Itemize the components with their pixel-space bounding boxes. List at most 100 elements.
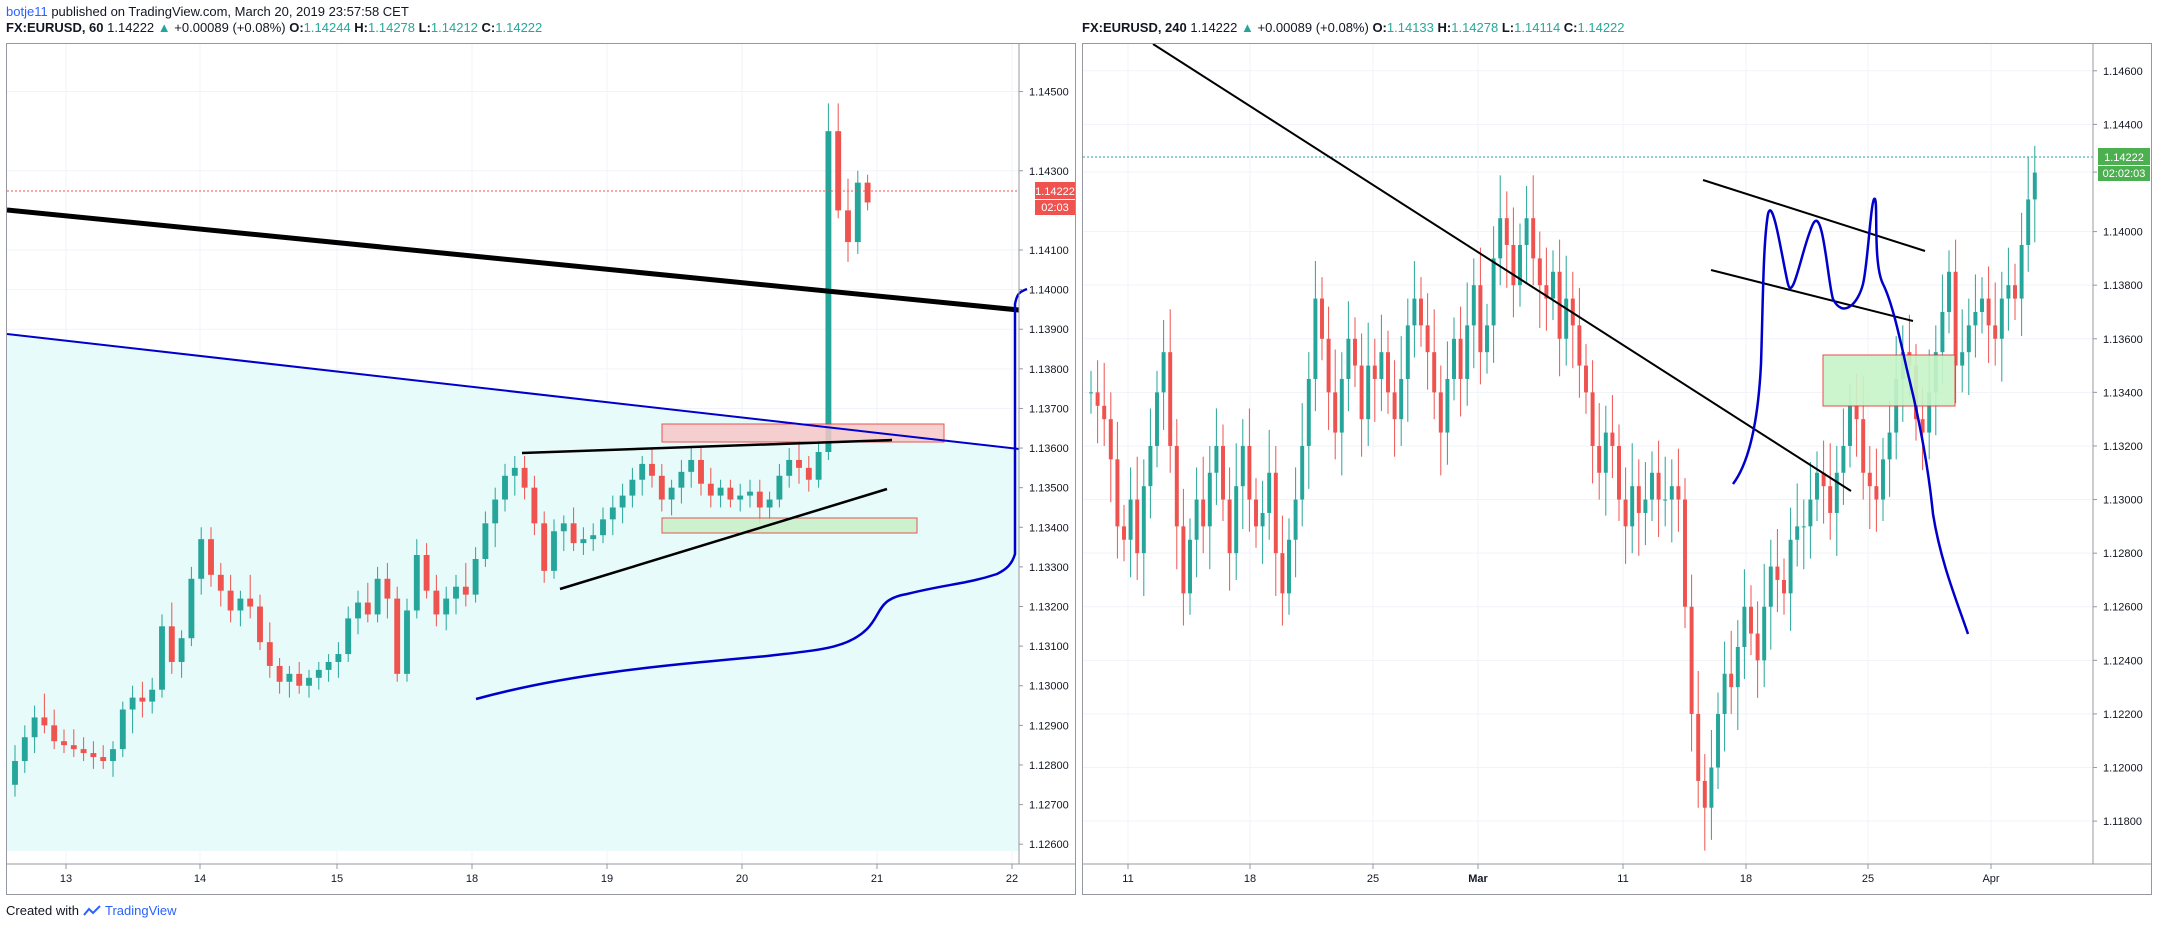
support-zone[interactable] <box>661 517 918 534</box>
candle-body <box>1326 338 1331 393</box>
candle-body <box>1887 432 1892 460</box>
candle-body <box>511 467 518 476</box>
candle-body <box>1577 325 1582 366</box>
candle-body <box>1445 378 1450 433</box>
candle-body <box>188 578 195 639</box>
candle-body <box>453 586 459 599</box>
candle-body <box>119 709 126 750</box>
candle-body <box>600 519 606 536</box>
symbol-label[interactable]: FX:EURUSD, 240 <box>1082 20 1187 35</box>
time-tick-label: 13 <box>60 873 72 885</box>
candle-body <box>1524 218 1529 245</box>
candle-body <box>531 487 538 524</box>
candle-body <box>1155 392 1159 446</box>
candle-body <box>1478 285 1483 353</box>
chart-1h-canvas[interactable]: 1.14500 1.14300 1.14100 1.14000 1.13900 1.138… <box>6 44 1075 894</box>
candle-body <box>737 495 744 500</box>
candle-body <box>1795 526 1800 540</box>
created-with-text: Created with <box>6 903 79 918</box>
rising-support-line[interactable] <box>559 487 888 591</box>
price-tick-label: 1.14400 <box>2103 119 2143 131</box>
candle-body <box>815 452 822 480</box>
candle-body <box>1313 298 1318 379</box>
time-tick-label: 15 <box>331 873 343 885</box>
candle-body <box>1762 606 1767 661</box>
candle-body <box>1603 432 1608 473</box>
target-zone[interactable] <box>1822 354 1956 407</box>
candle-body <box>521 467 528 488</box>
candle-body <box>668 487 675 500</box>
chart-4h-canvas[interactable]: 1.14600 1.14400 1.14222 1.14000 1.13800 1.136… <box>1083 43 2151 894</box>
candle-body <box>502 475 508 500</box>
candle-body <box>1122 526 1126 540</box>
candle-body <box>159 626 165 690</box>
candle-body <box>1999 298 2004 339</box>
projection-curve[interactable] <box>1731 197 1970 635</box>
candle-body <box>1504 218 1509 245</box>
candle-body <box>1458 338 1463 379</box>
downtrend-line[interactable] <box>1152 43 1852 492</box>
candles <box>1089 145 2037 851</box>
time-tick-label: 14 <box>194 873 206 885</box>
candle-body <box>1465 325 1470 379</box>
candle-body <box>335 654 342 662</box>
time-tick-label: Mar <box>1468 873 1488 885</box>
candle-body <box>21 737 28 762</box>
candle-body <box>707 483 714 496</box>
candle-body <box>1405 325 1410 379</box>
chart-panel-4h[interactable]: 1.14600 1.14400 1.14222 1.14000 1.13800 1.136… <box>1082 43 2152 895</box>
candle-body <box>1511 244 1516 286</box>
time-axis[interactable]: 13 14 15 18 19 20 21 22 <box>60 864 1018 885</box>
upper-channel-line[interactable] <box>1702 179 1926 252</box>
candle-body <box>1801 526 1806 528</box>
candle-body <box>1115 459 1120 527</box>
resistance-line[interactable] <box>521 438 893 455</box>
projection-curve[interactable] <box>475 287 1028 701</box>
candle-body <box>639 463 646 480</box>
price-tick-label: 1.13400 <box>2103 387 2143 399</box>
candle-body <box>90 753 97 758</box>
time-tick-label: 11 <box>1617 873 1628 885</box>
shaded-zone <box>7 334 1019 851</box>
candle-body <box>1993 325 1998 339</box>
candle-body <box>227 590 234 611</box>
candle-body <box>1240 445 1245 487</box>
candle-body <box>1293 499 1298 540</box>
time-tick-label: 18 <box>1740 873 1752 885</box>
close-label: C: <box>1563 20 1578 35</box>
candle-body <box>1399 378 1404 420</box>
price-tick-label: 1.13200 <box>1029 602 1069 614</box>
candle-body <box>1518 244 1522 286</box>
candle-body <box>727 487 734 500</box>
price-axis[interactable]: 1.14600 1.14400 1.14222 1.14000 1.13800 1.136… <box>2093 66 2143 828</box>
candle-body <box>1452 338 1456 379</box>
candle-body <box>1089 392 1093 394</box>
candle-body <box>41 717 48 726</box>
resistance-zone[interactable] <box>661 423 945 443</box>
price-tick-label: 1.14300 <box>1029 166 1069 178</box>
candle-body <box>1729 673 1734 688</box>
time-axis[interactable]: 11 18 25 Mar 11 18 25 Apr <box>1122 864 2000 885</box>
price-tick-label: 1.12800 <box>2103 548 2143 560</box>
author-link[interactable]: botje11 <box>6 4 48 19</box>
time-tick-label: 18 <box>1244 873 1256 885</box>
price-axis[interactable]: 1.14500 1.14300 1.14100 1.14000 1.13900 1.138… <box>1019 87 1069 852</box>
channel-line[interactable] <box>6 333 1020 450</box>
candle-body <box>1597 445 1602 473</box>
candle-body <box>217 574 224 591</box>
candle-body <box>443 598 450 615</box>
candle-body <box>805 467 812 480</box>
lower-channel-line[interactable] <box>1710 269 1914 322</box>
candle-body <box>1148 445 1153 487</box>
chart-panel-1h[interactable]: 1.14500 1.14300 1.14100 1.14000 1.13900 1.138… <box>6 43 1076 895</box>
high-label: H: <box>354 20 369 35</box>
candle-body <box>296 673 303 686</box>
trendline-major[interactable] <box>6 207 1020 313</box>
candle-body <box>355 602 361 619</box>
symbol-label[interactable]: FX:EURUSD, 60 <box>6 20 104 35</box>
tradingview-link[interactable]: TradingView <box>104 903 177 918</box>
candle-body <box>1590 392 1595 446</box>
candle-body <box>1359 365 1364 420</box>
candle-body <box>1947 271 1951 312</box>
candle-body <box>1683 499 1687 607</box>
